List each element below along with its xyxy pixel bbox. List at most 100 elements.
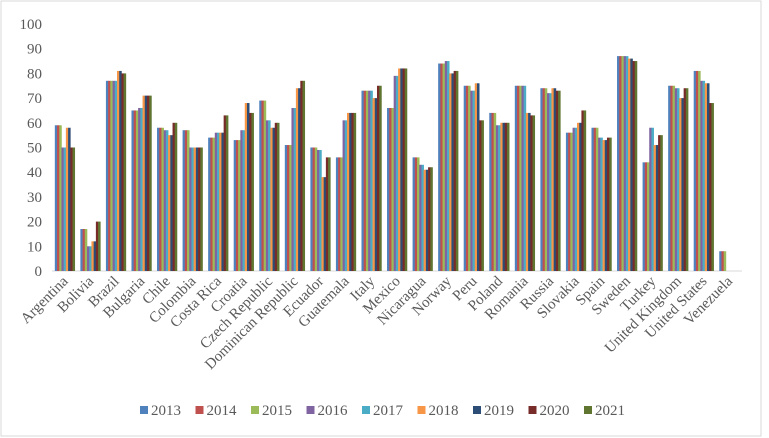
bar-2021 bbox=[353, 112, 357, 271]
bar-2018 bbox=[91, 241, 94, 271]
y-tick-label: 30 bbox=[27, 190, 42, 206]
bar-2015 bbox=[544, 88, 548, 271]
bar-2013 bbox=[693, 70, 697, 272]
bar-2016 bbox=[623, 56, 627, 271]
bar-2017 bbox=[549, 93, 552, 271]
bar-2014 bbox=[440, 63, 443, 271]
bar-2013 bbox=[131, 110, 134, 271]
bar-2016 bbox=[419, 164, 422, 271]
bar-2019 bbox=[144, 95, 148, 271]
bar-2020 bbox=[555, 90, 559, 271]
bar-2019 bbox=[681, 98, 684, 271]
bar-2021 bbox=[481, 120, 484, 271]
y-tick-label: 80 bbox=[27, 66, 42, 82]
bar-2021 bbox=[149, 95, 152, 271]
bar-2021 bbox=[532, 115, 536, 271]
bar-2014 bbox=[465, 85, 469, 271]
bar-2015 bbox=[365, 90, 369, 271]
bar-2015 bbox=[570, 132, 573, 271]
bar-2016 bbox=[700, 80, 703, 271]
bar-2021 bbox=[72, 147, 76, 271]
bar-2014 bbox=[261, 100, 264, 271]
bar-2017 bbox=[600, 137, 603, 271]
bar-2020 bbox=[606, 137, 610, 271]
bar-2020 bbox=[632, 61, 636, 271]
bar-2018 bbox=[653, 145, 657, 271]
bar-2014 bbox=[235, 140, 239, 271]
legend-swatch-2021 bbox=[584, 406, 592, 414]
legend-label: 2016 bbox=[318, 403, 349, 419]
bar-2016 bbox=[61, 147, 64, 271]
y-tick-label: 40 bbox=[27, 165, 42, 181]
bar-2019 bbox=[170, 135, 173, 271]
bar-2015 bbox=[595, 127, 599, 272]
bar-2015 bbox=[442, 63, 446, 271]
bar-2015 bbox=[723, 251, 727, 271]
bar-2015 bbox=[493, 112, 497, 271]
bar-2015 bbox=[161, 127, 164, 272]
bar-2020 bbox=[274, 122, 278, 271]
bar-2013 bbox=[412, 157, 416, 271]
legend-swatch-2019 bbox=[473, 406, 481, 414]
bar-2018 bbox=[65, 127, 69, 272]
bar-2018 bbox=[628, 58, 631, 271]
bar-2016 bbox=[495, 125, 499, 272]
bar-2016 bbox=[240, 130, 243, 271]
bar-2017 bbox=[114, 80, 118, 271]
bar-2019 bbox=[119, 70, 122, 272]
bar-2020 bbox=[172, 122, 176, 271]
y-tick-label: 100 bbox=[20, 17, 43, 33]
bar-2021 bbox=[123, 73, 127, 272]
bar-2018 bbox=[193, 147, 197, 271]
y-tick-label: 10 bbox=[27, 239, 42, 255]
bar-2020 bbox=[198, 147, 201, 271]
bar-2015 bbox=[59, 125, 62, 272]
bar-2017 bbox=[319, 149, 322, 271]
legend-swatch-2014 bbox=[195, 406, 204, 414]
bar-2013 bbox=[719, 251, 722, 271]
bar-2017 bbox=[293, 107, 297, 271]
bar-2017 bbox=[523, 85, 527, 271]
legend-label: 2014 bbox=[207, 403, 238, 419]
bar-2018 bbox=[142, 95, 146, 271]
bar-2014 bbox=[491, 112, 494, 271]
bar-2014 bbox=[593, 127, 597, 272]
bar-2018 bbox=[398, 68, 401, 272]
bar-2019 bbox=[93, 241, 97, 271]
legend-label: 2018 bbox=[429, 403, 459, 419]
bar-2015 bbox=[340, 157, 343, 271]
bar-2017 bbox=[677, 88, 680, 271]
bar-2014 bbox=[619, 56, 622, 271]
bar-2016 bbox=[598, 137, 601, 271]
bar-2018 bbox=[295, 88, 299, 271]
bar-2013 bbox=[387, 107, 390, 271]
bar-2017 bbox=[702, 80, 706, 271]
bar-2019 bbox=[425, 169, 429, 271]
bar-2014 bbox=[695, 70, 699, 272]
bar-2020 bbox=[683, 88, 687, 271]
bar-2020 bbox=[530, 115, 533, 271]
bar-2018 bbox=[346, 112, 350, 271]
bar-2016 bbox=[189, 147, 192, 271]
bar-2019 bbox=[272, 127, 276, 272]
bar-2020 bbox=[300, 80, 303, 271]
bar-2019 bbox=[221, 132, 224, 271]
bar-2021 bbox=[200, 147, 203, 271]
legend-swatch-2018 bbox=[417, 406, 426, 414]
bar-2016 bbox=[444, 61, 448, 271]
bar-2014 bbox=[57, 125, 60, 272]
bar-2013 bbox=[514, 85, 518, 271]
bar-2013 bbox=[668, 85, 671, 271]
bar-2020 bbox=[95, 221, 99, 271]
bar-2017 bbox=[217, 132, 220, 271]
bar-2018 bbox=[116, 70, 120, 272]
bar-2018 bbox=[576, 122, 580, 271]
legend-label: 2019 bbox=[484, 403, 514, 419]
bar-2018 bbox=[244, 103, 248, 271]
y-tick-label: 60 bbox=[27, 116, 42, 132]
legend-swatch-2016 bbox=[306, 406, 315, 414]
bar-2021 bbox=[634, 61, 638, 271]
bar-2015 bbox=[468, 85, 471, 271]
bar-2017 bbox=[447, 61, 450, 271]
